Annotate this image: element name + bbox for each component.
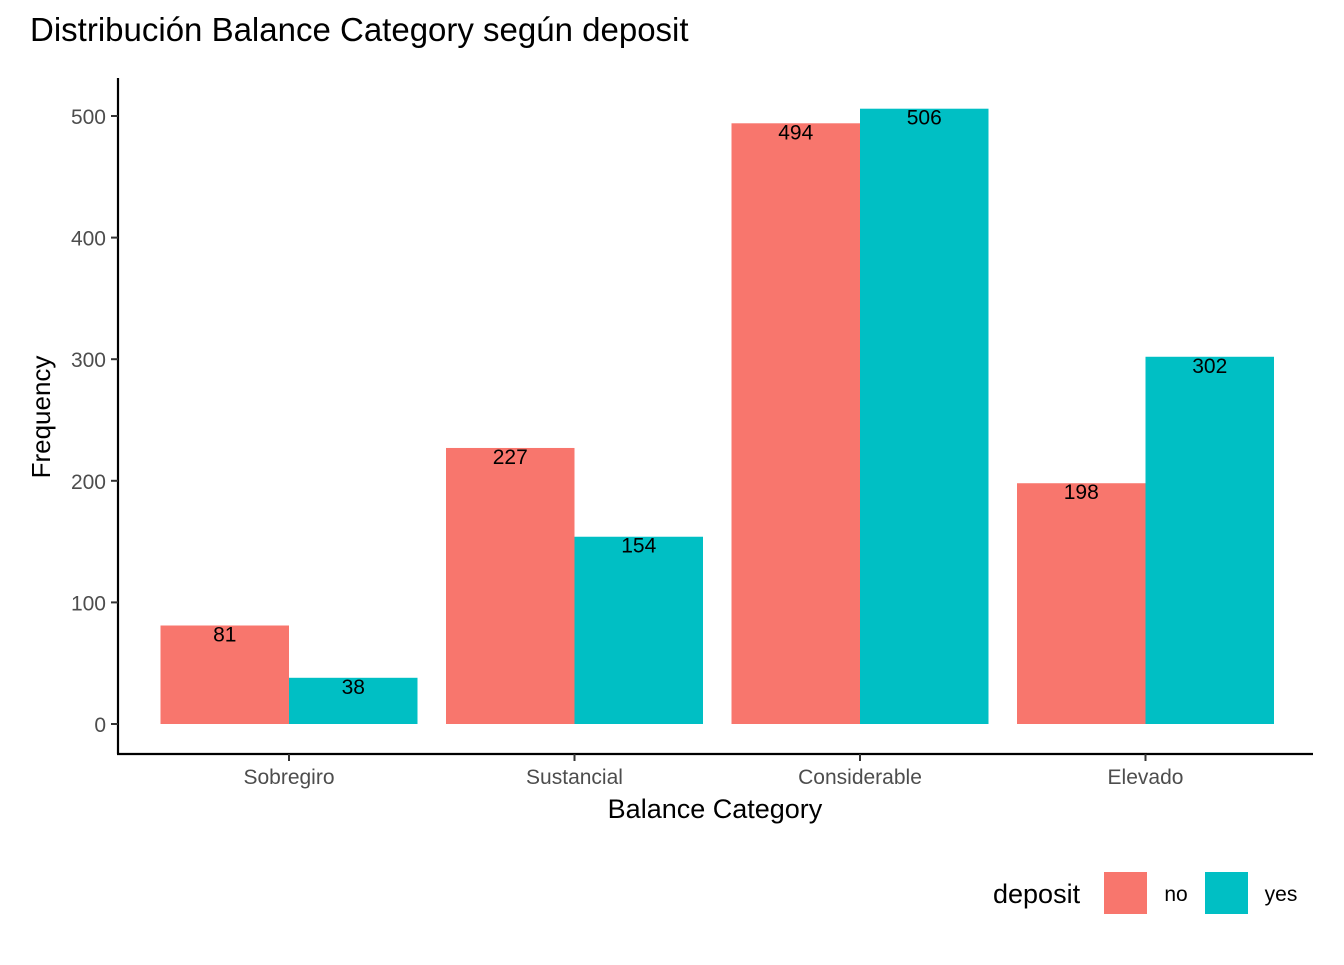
x-tick-label: Elevado [1108,766,1184,789]
bar-value-label: 198 [1064,481,1099,504]
legend-label-yes: yes [1265,883,1298,906]
bar-value-label: 81 [213,624,236,647]
chart-title: Distribución Balance Category según depo… [30,11,689,48]
bar-yes-sobregiro [289,677,418,724]
x-tick-label: Considerable [798,766,922,789]
legend-key-no [1104,872,1147,914]
y-tick-label: 100 [71,592,106,615]
legend-items: no yes [1104,872,1297,914]
bar-value-label: 227 [493,446,528,469]
bar-value-label: 38 [342,676,365,699]
bar-yes-elevado [1145,356,1274,724]
y-axis-title: Frequency [26,356,56,479]
bar-no-sobregiro [160,625,289,724]
y-tick-label: 300 [71,349,106,372]
y-tick-label: 500 [71,106,106,129]
axes-layer: 0 100 200 300 400 500 Sobregiro Sustancial Consi… [71,78,1313,789]
y-tick-label: 200 [71,471,106,494]
legend-key-yes [1205,872,1248,914]
bar-labels-layer: 81 38 227 154 494 506 198 302 [213,107,1227,699]
legend-title: deposit [993,879,1081,909]
legend: deposit no yes [993,872,1297,914]
y-tick-label: 400 [71,228,106,251]
bar-no-considerable [731,123,860,724]
y-tick-label: 0 [94,714,106,737]
bar-no-elevado [1017,483,1146,724]
bar-yes-sustancial [574,536,703,724]
bar-value-label: 154 [621,535,656,558]
bar-value-label: 494 [778,121,813,144]
x-tick-label: Sustancial [526,766,623,789]
bar-yes-considerable [860,108,989,725]
bar-value-label: 302 [1192,355,1227,378]
bar-no-sustancial [446,447,575,724]
x-axis-title: Balance Category [608,794,823,824]
bar-value-label: 506 [907,107,942,130]
x-tick-label: Sobregiro [243,766,334,789]
bars-layer [160,108,1274,725]
legend-label-no: no [1164,883,1187,906]
